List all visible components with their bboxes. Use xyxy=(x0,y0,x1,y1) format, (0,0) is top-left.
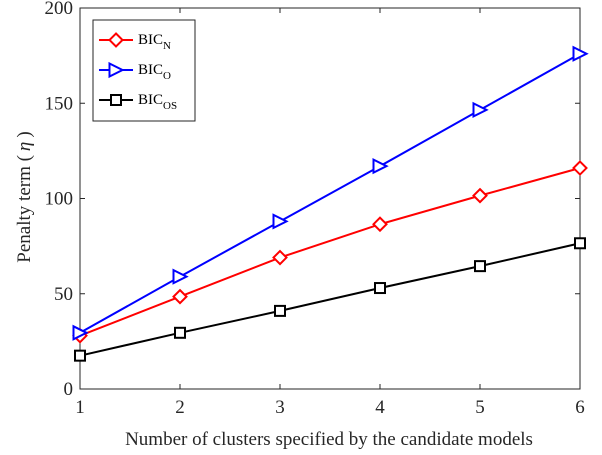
y-axis-label-symbol: η xyxy=(14,142,35,151)
data-point-bic-n xyxy=(572,160,588,176)
x-tick-label: 3 xyxy=(275,397,285,418)
data-point-bic-o xyxy=(172,268,189,285)
plot-layer: 1 2 3 4 5 6 0 50 100 150 200 BICN BICO BICOS xyxy=(45,0,589,418)
data-point-bic-n xyxy=(372,216,388,233)
data-point-bic-n xyxy=(172,288,188,305)
data-point-bic-os xyxy=(274,304,286,317)
legend-marker-bic-o xyxy=(108,61,125,79)
y-axis-label-prefix: Penalty term ( xyxy=(14,155,35,263)
x-tick-label: 1 xyxy=(75,397,85,418)
legend-label-bic-os: BICOS xyxy=(138,92,177,112)
data-point-bic-os xyxy=(74,349,86,362)
legend-label-bic-o: BICO xyxy=(138,62,171,82)
data-point-bic-n xyxy=(472,187,488,204)
y-tick-label: 150 xyxy=(45,93,74,114)
data-point-bic-o xyxy=(372,157,389,175)
data-point-bic-n xyxy=(272,249,288,266)
x-tick-label: 2 xyxy=(175,397,185,418)
series-line-bic-o xyxy=(79,52,581,334)
data-point-bic-o xyxy=(72,324,89,341)
x-tick-label: 5 xyxy=(475,397,485,418)
y-tick-label: 200 xyxy=(45,0,74,19)
legend-marker-bic-n xyxy=(108,32,124,48)
series-line-bic-os xyxy=(79,242,581,357)
y-tick-label: 0 xyxy=(64,379,74,400)
legend: BICN BICO BICOS xyxy=(92,19,196,122)
legend-marker-bic-os xyxy=(110,94,122,106)
x-tick-label: 6 xyxy=(575,397,585,418)
x-axis-label: Number of clusters specified by the cand… xyxy=(125,429,533,450)
x-tick-label: 4 xyxy=(375,397,385,418)
y-tick-label: 50 xyxy=(54,284,73,305)
y-axis-label-suffix: ) xyxy=(14,131,35,137)
data-point-bic-o xyxy=(572,45,589,62)
data-point-bic-o xyxy=(472,101,489,119)
data-point-bic-os xyxy=(174,326,186,339)
legend-label-bic-n: BICN xyxy=(138,32,171,52)
data-point-bic-o xyxy=(272,213,289,230)
data-point-bic-os xyxy=(374,282,386,295)
data-point-bic-os xyxy=(474,260,486,273)
y-axis-label: Penalty term ( η) xyxy=(14,131,35,262)
series-line-bic-n xyxy=(79,167,581,337)
y-tick-label: 100 xyxy=(45,189,74,210)
data-point-bic-os xyxy=(574,237,586,250)
